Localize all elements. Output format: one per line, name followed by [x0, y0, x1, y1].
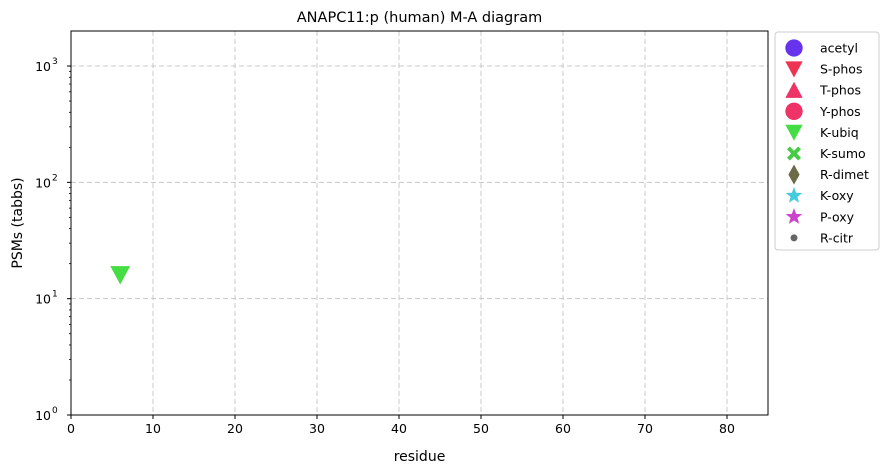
legend-marker-r-dimet	[788, 164, 800, 185]
y-tick-label: 10	[35, 59, 51, 74]
legend-label: T-phos	[819, 83, 861, 98]
x-axis: 0 10 20 30 40 50 60 70 80	[67, 415, 735, 436]
y-tick-label: 10	[35, 408, 51, 423]
legend-label: R-citr	[820, 230, 854, 245]
data-point-k-ubiq	[110, 266, 131, 285]
legend-label: P-oxy	[820, 209, 855, 224]
y-tick-exponent: 1	[52, 290, 58, 300]
x-tick-label: 30	[309, 421, 325, 436]
chart-title: ANAPC11:p (human) M-A diagram	[297, 10, 542, 26]
legend-label: K-sumo	[820, 146, 866, 161]
legend-label: R-dimet	[820, 167, 869, 182]
legend-marker-p-oxy	[785, 208, 803, 224]
y-axis-label: PSMs (tabbs)	[10, 177, 26, 268]
legend-marker-y-phos	[785, 102, 803, 120]
x-tick-label: 60	[555, 421, 571, 436]
y-tick-label: 10	[35, 175, 51, 190]
x-tick-label: 50	[473, 421, 489, 436]
x-tick-label: 40	[391, 421, 407, 436]
y-tick-exponent: 3	[52, 57, 58, 67]
plot-area	[70, 30, 769, 416]
grid	[70, 31, 768, 415]
legend-label: Y-phos	[819, 104, 861, 119]
y-tick-exponent: 0	[52, 406, 58, 416]
legend-label: acetyl	[820, 41, 858, 56]
x-tick-label: 10	[145, 421, 161, 436]
legend-marker-acetyl	[785, 39, 803, 57]
legend-marker-r-citr	[790, 234, 798, 242]
x-tick-label: 20	[227, 421, 243, 436]
legend-marker-t-phos	[785, 81, 803, 98]
legend-marker-k-sumo	[787, 146, 801, 161]
legend: acetyl S-phos T-phos Y-phos K-ubiq K-sumo R-di…	[774, 31, 880, 251]
x-tick-label: 80	[719, 421, 735, 436]
legend-box	[774, 31, 880, 251]
y-tick-label: 10	[35, 292, 51, 307]
data-points	[110, 266, 131, 285]
legend-label: S-phos	[820, 62, 862, 77]
x-axis-label: residue	[394, 449, 446, 465]
legend-label: K-ubiq	[820, 125, 859, 140]
x-tick-label: 0	[67, 421, 75, 436]
legend-label: K-oxy	[820, 188, 854, 203]
x-tick-label: 70	[637, 421, 653, 436]
legend-marker-k-ubiq	[785, 124, 803, 141]
y-tick-exponent: 2	[52, 173, 58, 183]
legend-marker-s-phos	[785, 61, 803, 78]
legend-marker-k-oxy	[785, 187, 803, 203]
